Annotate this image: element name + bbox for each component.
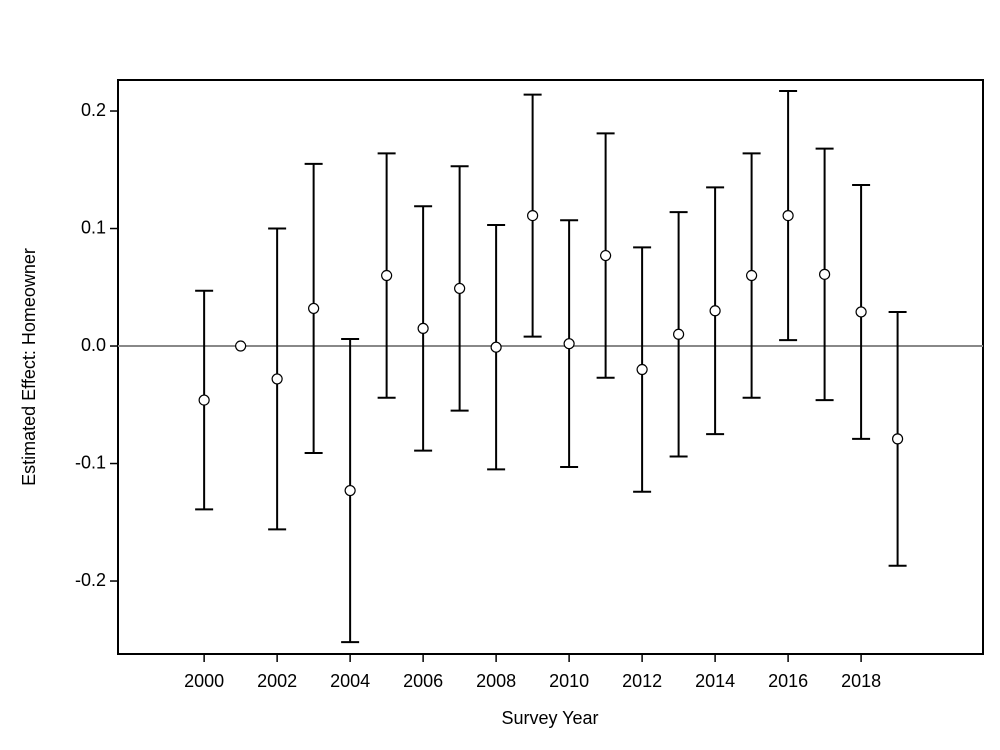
x-tick-label: 2006: [403, 671, 443, 691]
point: [746, 269, 758, 282]
point: [782, 209, 794, 222]
plot-frame: [117, 79, 984, 655]
point: [381, 269, 393, 282]
point: [344, 484, 356, 497]
point: [563, 338, 575, 350]
y-tick-label: 0.1: [81, 217, 106, 237]
x-tick-label: 2018: [841, 671, 881, 691]
x-tick-label: 2012: [622, 671, 662, 691]
point: [198, 394, 210, 406]
y-tick-label: 0.0: [81, 335, 106, 355]
x-tick-label: 2016: [768, 671, 808, 691]
point: [527, 209, 539, 222]
x-tick-label: 2002: [257, 671, 297, 691]
y-tick-label: -0.1: [75, 452, 106, 472]
point: [673, 328, 685, 340]
point: [417, 322, 429, 335]
y-tick-label: 0.2: [81, 100, 106, 120]
x-tick-label: 2004: [330, 671, 370, 691]
point: [271, 373, 283, 385]
x-tick-label: 2010: [549, 671, 589, 691]
point: [308, 302, 320, 315]
point: [818, 268, 831, 280]
y-axis-label: Estimated Effect: Homeowner: [19, 248, 39, 486]
x-tick-label: 2000: [184, 671, 224, 691]
x-axis-label: Survey Year: [501, 708, 598, 728]
point: [600, 249, 612, 262]
point: [891, 433, 904, 445]
x-tick-label: 2014: [695, 671, 735, 691]
x-tick-label: 2008: [476, 671, 516, 691]
point: [490, 341, 502, 353]
point: [709, 305, 721, 317]
point: [235, 340, 247, 352]
y-tick-label: -0.2: [75, 570, 106, 590]
point: [855, 306, 867, 318]
point: [636, 363, 648, 376]
point: [454, 282, 466, 295]
